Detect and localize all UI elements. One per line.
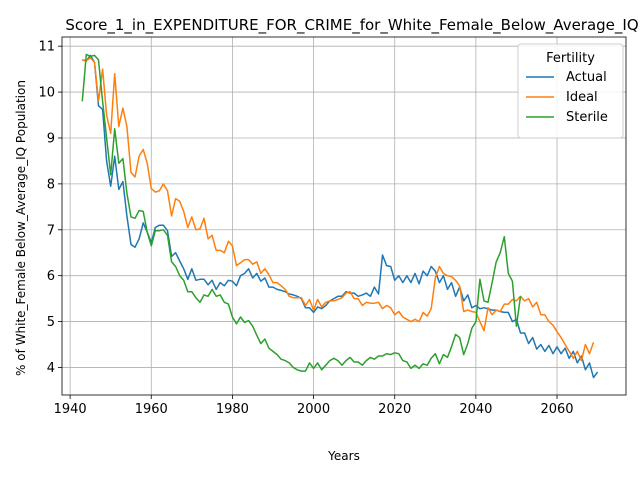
legend-entry-ideal: Ideal xyxy=(526,90,598,105)
legend-entry-sterile: Sterile xyxy=(526,110,608,125)
series-line-sterile xyxy=(81,53,522,372)
chart-title: Score_1_in_EXPENDITURE_FOR_CRIME_for_Whi… xyxy=(65,16,638,35)
y-tick-label: 5 xyxy=(47,315,55,330)
y-tick-label: 10 xyxy=(38,86,55,101)
y-axis-label: % of White_Female Below_Average_IQ Popul… xyxy=(14,80,28,376)
x-tick-label: 2000 xyxy=(297,402,330,417)
y-tick-label: 9 xyxy=(47,131,55,146)
legend-label: Sterile xyxy=(566,110,608,125)
y-axis: 4 5 6 7 8 9 10 11 xyxy=(38,40,62,376)
legend: Fertility Actual Ideal Sterile xyxy=(517,43,624,139)
x-tick-label: 2040 xyxy=(459,402,492,417)
series-group xyxy=(81,53,599,379)
legend-title: Fertility xyxy=(546,51,595,66)
x-tick-label: 2020 xyxy=(378,402,411,417)
y-tick-label: 7 xyxy=(47,223,55,238)
legend-label: Actual xyxy=(566,70,607,85)
plot-frame xyxy=(61,36,627,396)
y-tick-label: 4 xyxy=(47,361,55,376)
y-tick-label: 8 xyxy=(47,177,55,192)
y-tick-label: 6 xyxy=(47,269,55,284)
legend-entry-actual: Actual xyxy=(526,70,607,85)
series-line-ideal xyxy=(82,56,595,362)
x-tick-label: 1940 xyxy=(54,402,87,417)
legend-label: Ideal xyxy=(566,90,598,105)
x-tick-label: 2060 xyxy=(540,402,573,417)
x-tick-label: 1980 xyxy=(216,402,249,417)
y-tick-label: 11 xyxy=(38,40,55,55)
x-axis-label: Years xyxy=(327,449,360,463)
series-line-actual xyxy=(82,54,599,379)
legend-entries: Actual Ideal Sterile xyxy=(526,70,608,125)
legend-box xyxy=(517,43,624,139)
x-axis: 1940 1960 1980 2000 2020 2040 2060 xyxy=(54,395,574,417)
x-tick-label: 1960 xyxy=(135,402,168,417)
